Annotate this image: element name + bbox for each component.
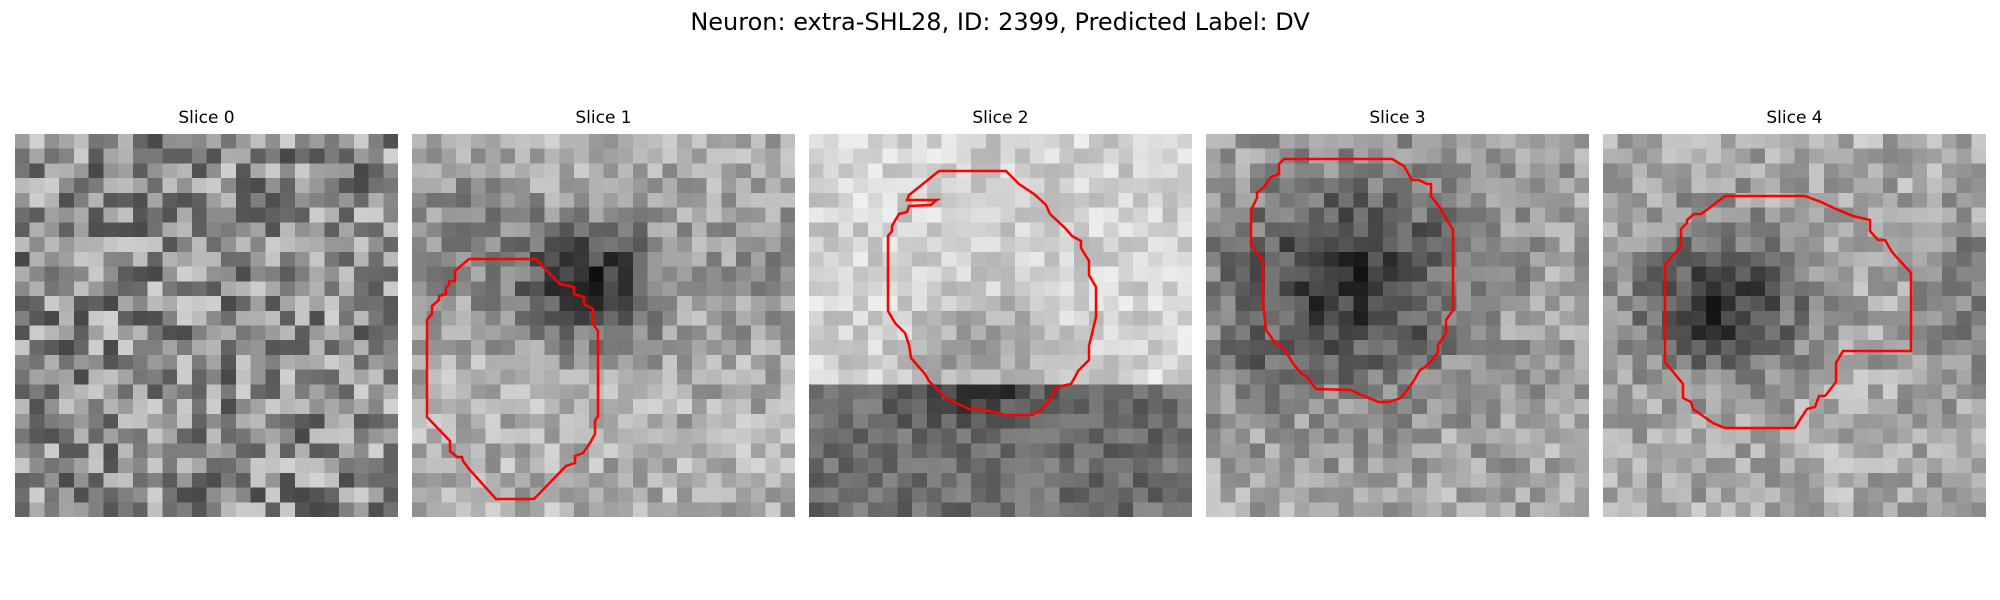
- roi-outline: [425, 257, 600, 501]
- roi-outline: [1663, 194, 1913, 430]
- slice-image-frame: [1603, 134, 1986, 517]
- slice-image: [412, 134, 795, 517]
- roi-contour: [1249, 157, 1455, 404]
- slice-panel-4: Slice 4: [1603, 108, 1986, 517]
- slice-image-frame: [15, 134, 398, 517]
- slice-title: Slice 0: [178, 108, 235, 128]
- slice-image-frame: [412, 134, 795, 517]
- slice-image: [1206, 134, 1589, 517]
- slice-image-frame: [1206, 134, 1589, 517]
- roi-contour: [886, 169, 1098, 417]
- slice-title: Slice 2: [972, 108, 1029, 128]
- slice-title: Slice 4: [1766, 108, 1823, 128]
- slice-image-frame: [809, 134, 1192, 517]
- slice-image: [809, 134, 1192, 517]
- slice-image: [1603, 134, 1986, 517]
- slice-title: Slice 1: [575, 108, 632, 128]
- figure-title: Neuron: extra-SHL28, ID: 2399, Predicted…: [690, 8, 1310, 36]
- slice-panel-3: Slice 3: [1206, 108, 1589, 517]
- roi-outline: [1249, 157, 1455, 404]
- roi-contour: [1663, 194, 1913, 430]
- slice-title: Slice 3: [1369, 108, 1426, 128]
- roi-outline: [886, 169, 1098, 417]
- roi-contour: [425, 257, 600, 501]
- slice-panel-2: Slice 2: [809, 108, 1192, 517]
- slice-panel-1: Slice 1: [412, 108, 795, 517]
- slice-panel-0: Slice 0: [15, 108, 398, 517]
- slice-image: [15, 134, 398, 517]
